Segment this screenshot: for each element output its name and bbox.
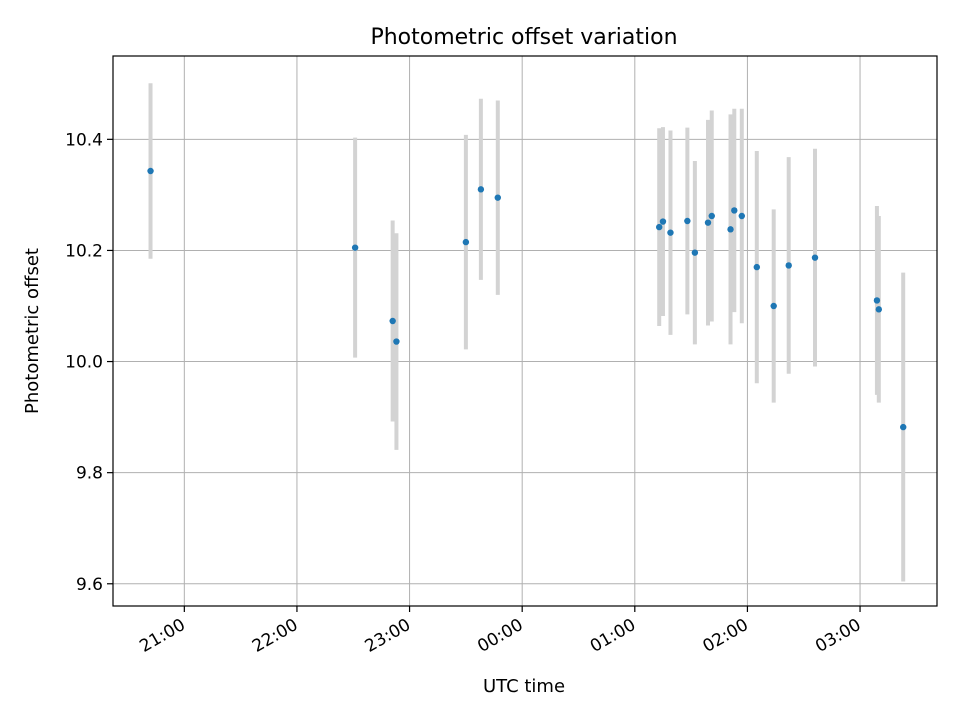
y-tick-label: 10.0 xyxy=(65,353,103,373)
data-point xyxy=(731,207,738,214)
data-point xyxy=(477,186,485,193)
data-point xyxy=(708,212,715,220)
data-point xyxy=(351,244,359,251)
data-point xyxy=(770,302,777,310)
grid-lines xyxy=(113,56,937,606)
y-tick-label: 10.2 xyxy=(65,241,103,261)
data-point xyxy=(691,249,699,256)
data-point xyxy=(811,254,819,261)
x-axis-label: UTC time xyxy=(483,676,565,697)
y-axis-ticks: 9.6 9.8 10.0 10.2 10.4 xyxy=(65,130,113,595)
data-point xyxy=(667,229,674,236)
data-point xyxy=(393,338,400,345)
y-tick-label: 10.4 xyxy=(65,130,103,150)
data-point xyxy=(462,238,470,246)
data-point xyxy=(900,423,907,431)
data-point xyxy=(704,219,712,226)
data-point xyxy=(656,223,663,231)
data-point xyxy=(727,226,734,233)
y-tick-label: 9.8 xyxy=(76,464,103,484)
data-point xyxy=(875,306,883,313)
data-point xyxy=(753,263,761,271)
data-point xyxy=(659,218,667,225)
chart-title: Photometric offset variation xyxy=(370,25,677,50)
data-point xyxy=(738,212,745,220)
data-point xyxy=(147,167,154,175)
data-point xyxy=(684,217,691,225)
y-tick-label: 9.6 xyxy=(76,575,103,595)
data-point xyxy=(389,317,396,325)
data-point xyxy=(785,262,792,269)
plot-frame xyxy=(112,55,938,607)
data-point xyxy=(494,194,501,201)
data-point xyxy=(873,297,881,304)
data-markers xyxy=(147,167,907,431)
y-axis-label: Photometric offset xyxy=(22,248,43,414)
